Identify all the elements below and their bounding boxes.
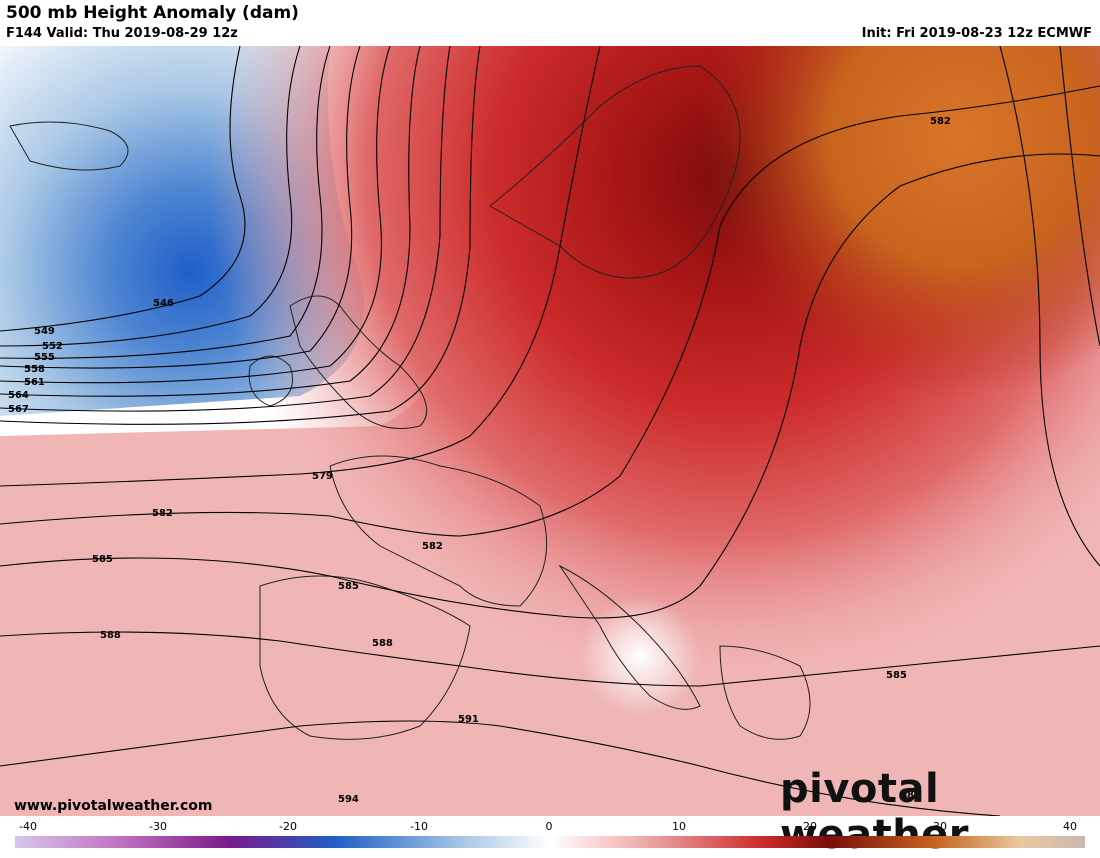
init-time: Init: Fri 2019-08-23 12z ECMWF <box>861 26 1092 41</box>
contour-label-588-central: 588 <box>372 638 393 649</box>
contour-label-558: 558 <box>24 364 45 375</box>
website-url: www.pivotalweather.com <box>14 798 213 814</box>
contour-label-546: 546 <box>153 298 174 309</box>
contour-label-582-east: 582 <box>930 116 951 127</box>
colorbar-label: -40 <box>19 820 37 833</box>
colorbar-label: 10 <box>672 820 686 833</box>
contour-label-582-central: 582 <box>422 541 443 552</box>
colorbar-label: -20 <box>279 820 297 833</box>
header: 500 mb Height Anomaly (dam) F144 Valid: … <box>0 0 1100 46</box>
contour-label-594: 594 <box>338 794 359 805</box>
page-title: 500 mb Height Anomaly (dam) <box>6 3 299 23</box>
contour-label-552: 552 <box>42 341 63 352</box>
contour-label-585-west: 585 <box>92 554 113 565</box>
colorbar-label: 30 <box>933 820 947 833</box>
contour-label-585-central: 585 <box>338 581 359 592</box>
anomaly-map: 546 549 552 555 558 561 564 567 579 582 … <box>0 46 1100 816</box>
colorbar <box>15 836 1085 848</box>
contour-label-549: 549 <box>34 326 55 337</box>
contour-label-582-west: 582 <box>152 508 173 519</box>
valid-time: F144 Valid: Thu 2019-08-29 12z <box>6 26 238 41</box>
contour-label-585-east: 585 <box>886 670 907 681</box>
contour-label-588-west: 588 <box>100 630 121 641</box>
contour-label-561: 561 <box>24 377 45 388</box>
colorbar-label: -30 <box>149 820 167 833</box>
contour-label-567: 567 <box>8 404 29 415</box>
colorbar-label: 0 <box>545 820 553 833</box>
height-contours <box>0 46 1100 816</box>
contour-label-591: 591 <box>458 714 479 725</box>
contour-labels: 546 549 552 555 558 561 564 567 579 582 … <box>8 116 951 805</box>
colorbar-label: -10 <box>410 820 428 833</box>
colorbar-label: 40 <box>1063 820 1077 833</box>
contour-label-555: 555 <box>34 352 55 363</box>
coastlines <box>9 65 811 740</box>
contour-label-588-east: 588 <box>900 790 921 801</box>
colorbar-label: 20 <box>803 820 817 833</box>
contour-label-579: 579 <box>312 471 333 482</box>
contour-label-564: 564 <box>8 390 29 401</box>
